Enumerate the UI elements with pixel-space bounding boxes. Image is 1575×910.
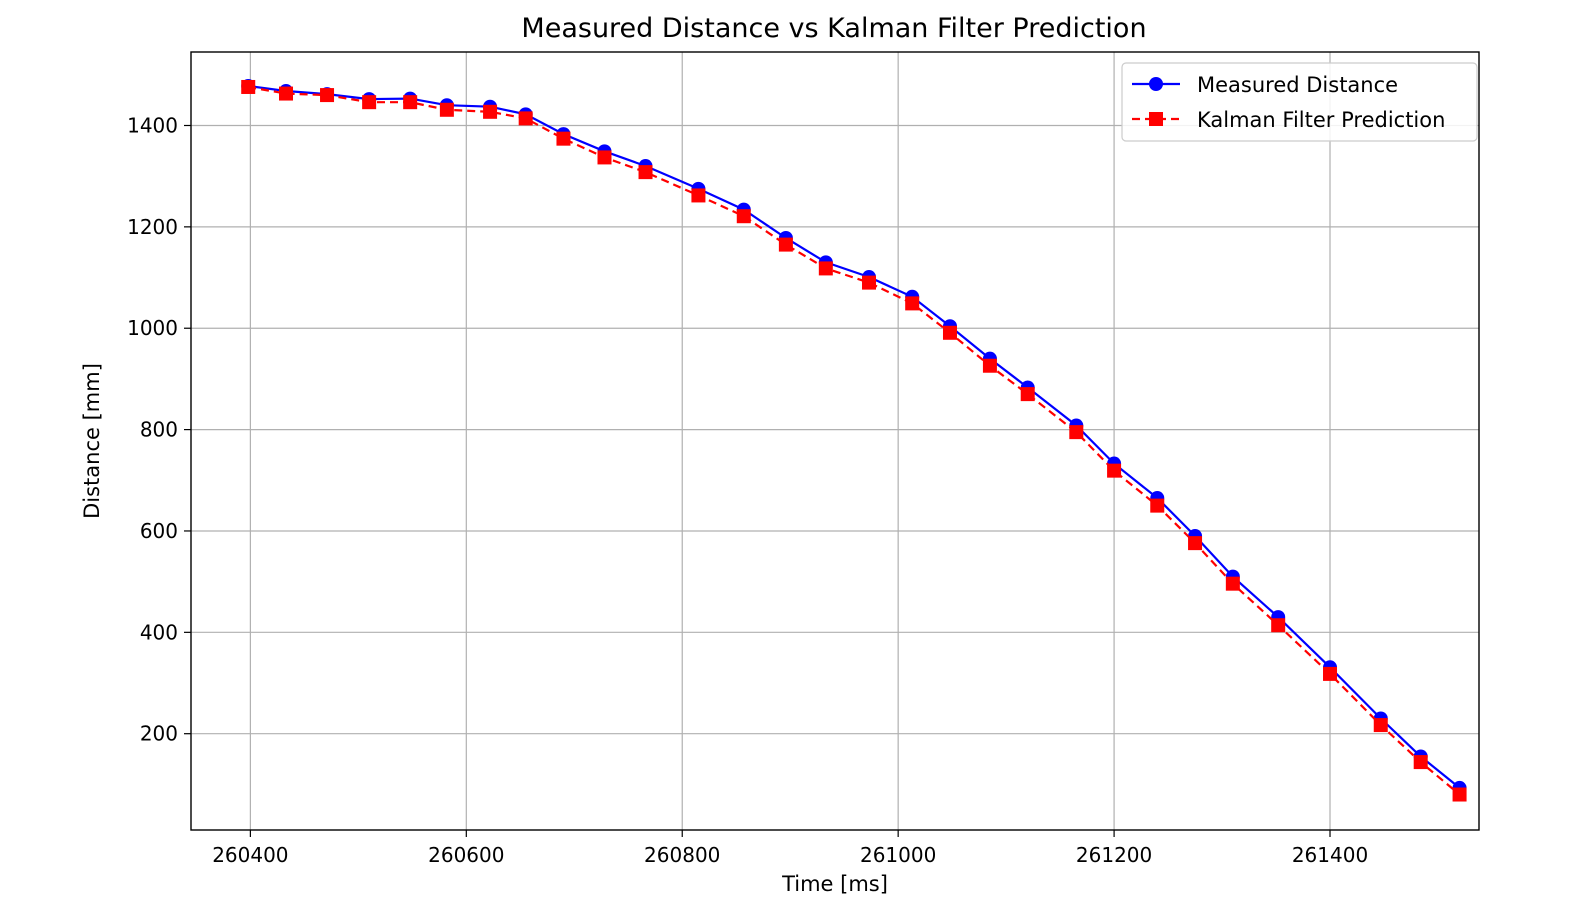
x-axis-label: Time [ms] — [781, 872, 888, 896]
y-tick-label: 1200 — [127, 215, 178, 239]
data-point-kalman — [556, 131, 571, 146]
legend: Measured Distance Kalman Filter Predicti… — [1121, 62, 1478, 142]
x-tick-label: 261400 — [1292, 843, 1368, 867]
data-point-kalman — [942, 325, 957, 340]
data-point-kalman — [982, 358, 997, 373]
series-layer — [241, 78, 1467, 802]
data-point-kalman — [518, 111, 533, 126]
data-point-kalman — [403, 95, 418, 110]
chart-title: Measured Distance vs Kalman Filter Predi… — [521, 13, 1146, 44]
data-point-kalman — [736, 209, 751, 224]
data-point-kalman — [638, 165, 653, 180]
legend-kalman-marker — [1149, 112, 1163, 126]
data-point-kalman — [1225, 576, 1240, 591]
y-axis-ticks: 200 400 600 800 1000 1200 1400 — [127, 113, 191, 746]
data-point-kalman — [1188, 536, 1203, 551]
data-point-kalman — [778, 237, 793, 252]
data-point-kalman — [1271, 618, 1286, 633]
data-point-kalman — [1020, 387, 1035, 402]
data-point-kalman — [1413, 755, 1428, 770]
y-tick-label: 600 — [140, 519, 178, 543]
x-axis-ticks: 260400 260600 260800 261000 261200 261400 — [212, 830, 1368, 867]
y-axis-label: Distance [mm] — [80, 363, 104, 519]
x-tick-label: 261200 — [1076, 843, 1152, 867]
data-point-kalman — [439, 102, 454, 117]
data-point-kalman — [1373, 718, 1388, 733]
y-tick-label: 800 — [140, 418, 178, 442]
data-point-kalman — [483, 104, 498, 119]
y-tick-label: 1400 — [127, 113, 178, 137]
data-point-kalman — [1107, 463, 1122, 478]
y-tick-label: 200 — [140, 722, 178, 746]
x-tick-label: 261000 — [860, 843, 936, 867]
y-tick-label: 1000 — [127, 316, 178, 340]
x-tick-label: 260800 — [644, 843, 720, 867]
data-point-kalman — [597, 150, 612, 165]
data-point-kalman — [1150, 498, 1165, 513]
y-tick-label: 400 — [140, 620, 178, 644]
data-point-kalman — [1069, 425, 1084, 440]
data-point-kalman — [320, 88, 335, 103]
legend-kalman-label: Kalman Filter Prediction — [1197, 108, 1445, 132]
series-line-kalman — [248, 85, 1461, 796]
data-point-kalman — [862, 275, 877, 290]
x-tick-label: 260400 — [212, 843, 288, 867]
data-point-kalman — [241, 79, 256, 94]
legend-measured-marker — [1149, 77, 1163, 91]
data-point-kalman — [691, 188, 706, 203]
data-point-kalman — [905, 296, 920, 311]
data-point-kalman — [279, 86, 294, 101]
data-point-kalman — [362, 95, 377, 110]
legend-box — [1121, 62, 1478, 142]
data-point-kalman — [818, 261, 833, 276]
plot-area-frame — [190, 51, 1480, 831]
data-point-kalman — [1452, 787, 1467, 802]
legend-measured-label: Measured Distance — [1197, 73, 1398, 97]
x-tick-label: 260600 — [428, 843, 504, 867]
data-point-kalman — [1323, 666, 1338, 681]
